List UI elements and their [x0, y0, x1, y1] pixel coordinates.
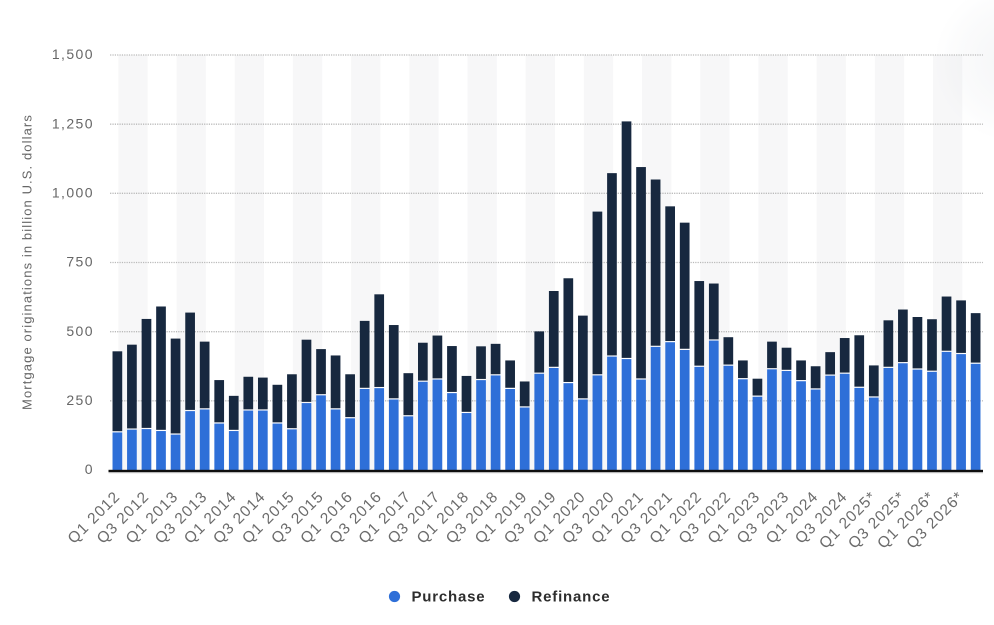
- svg-text:0: 0: [85, 461, 94, 477]
- svg-text:Refinance: Refinance: [532, 589, 611, 606]
- svg-text:Purchase: Purchase: [412, 589, 486, 606]
- svg-text:1,250: 1,250: [52, 115, 94, 131]
- svg-text:Mortgage originations in billi: Mortgage originations in billion U.S. do…: [20, 114, 35, 410]
- svg-text:250: 250: [66, 392, 94, 408]
- svg-text:1,500: 1,500: [52, 46, 94, 62]
- svg-text:500: 500: [66, 323, 94, 339]
- svg-text:750: 750: [66, 254, 94, 270]
- svg-text:1,000: 1,000: [52, 185, 94, 201]
